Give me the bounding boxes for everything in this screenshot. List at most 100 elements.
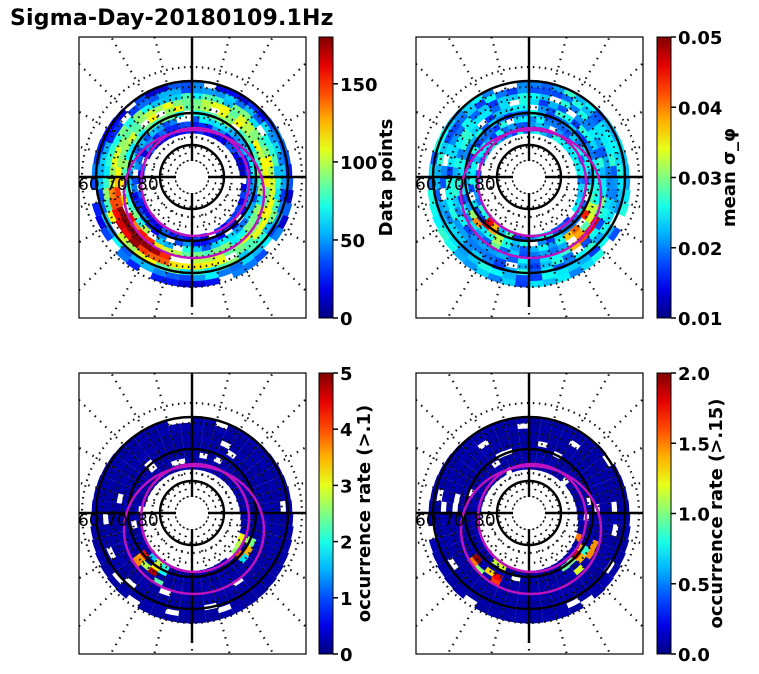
heat-cell	[444, 143, 454, 156]
heat-cell	[571, 203, 581, 214]
heat-cell	[611, 513, 619, 525]
heat-cell	[480, 87, 495, 99]
heat-cell	[277, 550, 289, 566]
oval-boundary-poleward	[139, 462, 251, 574]
heat-cell	[253, 248, 269, 263]
heat-cell	[111, 234, 125, 249]
heat-cell	[243, 258, 259, 272]
heat-cell	[464, 572, 478, 585]
heat-cell	[434, 164, 442, 177]
heat-cell	[568, 602, 584, 615]
heat-cell	[177, 280, 192, 288]
heat-cell	[474, 602, 490, 615]
colorbar: 0.01 0.02 0.03 0.04 0.05 mean σ_φ	[656, 28, 740, 330]
oval-boundary-poleward	[476, 462, 588, 574]
heat-cell	[594, 218, 606, 232]
heat-cell	[109, 502, 117, 513]
heat-cell	[108, 197, 119, 211]
heat-cell	[252, 203, 263, 216]
heat-cell	[493, 592, 507, 603]
heat-cell	[492, 419, 506, 430]
heat-cell	[129, 589, 144, 603]
heat-cell	[489, 267, 504, 278]
heat-cell	[568, 266, 584, 279]
heat-cell	[555, 572, 567, 583]
heat-cell	[454, 460, 466, 473]
plot-content: 60 70 80	[79, 373, 306, 654]
heat-cell	[584, 99, 598, 113]
heat-cell	[233, 118, 245, 130]
heat-cell	[515, 274, 529, 282]
heat-cell	[554, 267, 569, 278]
grid-radial-dotted	[205, 184, 306, 245]
grid-radial-dotted	[544, 481, 643, 510]
heat-cell	[566, 261, 581, 273]
heat-cell	[231, 266, 247, 279]
heat-cell	[173, 104, 184, 113]
heat-cell	[549, 431, 562, 441]
heat-cell	[587, 563, 601, 577]
heat-cell	[243, 594, 259, 608]
heat-cell	[247, 435, 261, 449]
heat-cell	[202, 429, 214, 438]
heat-cell	[583, 576, 598, 590]
heat-cell	[95, 214, 107, 230]
heat-cell	[248, 548, 259, 561]
heat-cell	[241, 134, 252, 146]
colorbar-tick-label: 50	[340, 231, 365, 252]
heat-cell	[137, 602, 153, 615]
oval-boundary-equatorward	[459, 464, 603, 596]
heat-cell	[163, 277, 179, 287]
heat-cell	[132, 505, 139, 513]
heat-cell	[600, 513, 608, 524]
heat-cell	[428, 202, 440, 217]
heat-cell	[240, 513, 248, 521]
heat-cell	[274, 513, 282, 525]
heat-cell	[473, 564, 485, 576]
heat-cell	[464, 201, 474, 213]
heat-cell	[555, 608, 572, 620]
heat-cell	[574, 429, 588, 442]
grid-radial-dotted	[205, 520, 306, 581]
heat-cell	[460, 116, 473, 129]
heat-cell	[127, 142, 138, 153]
grid-radial-dotted	[539, 63, 643, 167]
heat-cell	[467, 184, 476, 194]
heat-cell	[148, 552, 159, 563]
heat-cell	[565, 571, 578, 583]
latitude-label: 60	[415, 175, 437, 195]
heat-cell	[145, 587, 160, 599]
colorbar-tick-label: 0.02	[678, 239, 722, 260]
heat-cell	[133, 429, 147, 442]
heat-cell	[192, 440, 202, 447]
heat-cell	[229, 597, 244, 609]
heat-cell	[450, 177, 458, 188]
heat-cell	[201, 579, 212, 588]
heat-cell	[444, 187, 453, 200]
latitude-label: 80	[137, 511, 159, 531]
heat-cell	[248, 212, 259, 225]
heat-cell	[132, 249, 147, 262]
heat-cell	[122, 127, 133, 140]
heat-cell	[433, 177, 441, 190]
heat-cell	[514, 457, 523, 466]
heat-cell	[604, 143, 614, 156]
heat-cell	[145, 251, 160, 263]
heat-cell	[576, 505, 584, 513]
heat-cell	[596, 234, 610, 249]
heat-cell	[574, 163, 583, 171]
heat-cell	[154, 236, 166, 247]
heat-cell	[538, 579, 549, 588]
heat-cell	[536, 116, 545, 124]
heat-cell	[485, 552, 496, 563]
heat-cell	[453, 136, 465, 149]
heat-cell	[432, 214, 444, 230]
heat-cell	[556, 472, 566, 482]
heat-cell	[577, 124, 589, 136]
heat-cell	[219, 123, 230, 133]
heat-cell	[246, 142, 257, 153]
heat-cell	[570, 118, 582, 130]
heat-cell	[452, 218, 464, 232]
heat-cell	[485, 582, 499, 593]
heat-cell	[473, 244, 487, 257]
